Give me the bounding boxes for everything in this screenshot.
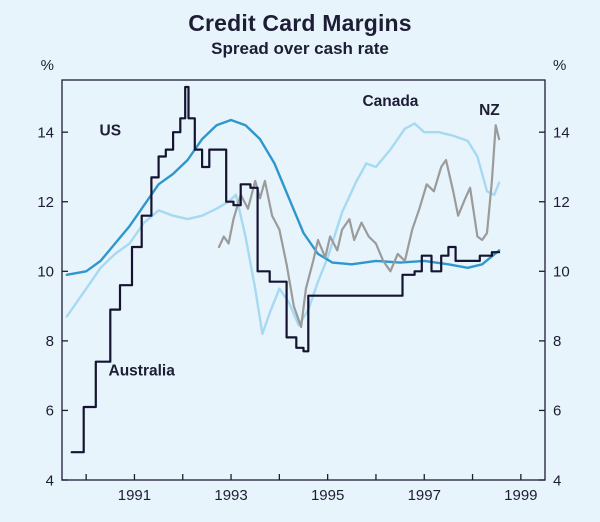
y-axis-label-right: 12 — [553, 194, 570, 211]
chart-title: Credit Card Margins — [188, 10, 412, 36]
series-line-australia — [70, 85, 501, 454]
series-line-nz — [217, 124, 501, 329]
y-axis-label-left: 8 — [46, 333, 54, 350]
x-axis-label: 1995 — [311, 487, 344, 504]
plot-frame — [61, 79, 546, 481]
chart-header: Credit Card Margins Spread over cash rat… — [0, 10, 600, 59]
y-unit-left: % — [41, 57, 54, 74]
y-axis-label-left: 6 — [46, 403, 54, 420]
y-unit-right: % — [553, 57, 566, 74]
y-axis-label-left: 14 — [37, 124, 54, 141]
y-axis-label-right: 4 — [553, 472, 561, 489]
x-axis-label: 1991 — [118, 487, 151, 504]
x-axis-label: 1997 — [408, 487, 441, 504]
y-axis-label-right: 10 — [553, 264, 570, 281]
series-label-us: US — [100, 123, 122, 140]
x-axis-label: 1999 — [504, 487, 537, 504]
y-axis-label-right: 8 — [553, 333, 561, 350]
series-line-us — [65, 118, 501, 276]
x-axis-label: 1993 — [214, 487, 247, 504]
series-label-nz: NZ — [479, 102, 500, 119]
series-line-canada — [65, 122, 501, 336]
y-axis-label-right: 14 — [553, 124, 570, 141]
series-label-canada: Canada — [362, 93, 418, 110]
series-label-australia: Australia — [109, 363, 176, 380]
chart-subtitle: Spread over cash rate — [211, 39, 389, 58]
y-axis-label-left: 10 — [37, 264, 54, 281]
y-axis-label-left: 4 — [46, 472, 54, 489]
y-axis-label-right: 6 — [553, 403, 561, 420]
y-axis-label-left: 12 — [37, 194, 54, 211]
